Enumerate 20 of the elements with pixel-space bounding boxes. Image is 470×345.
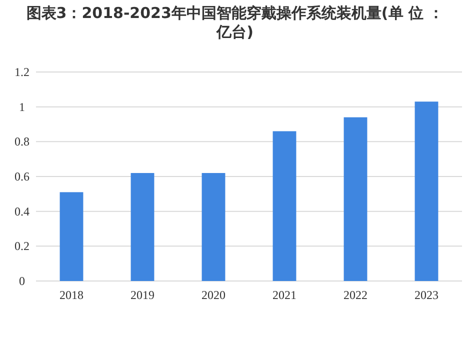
x-tick-label: 2022 [344,288,368,302]
x-tick-label: 2021 [272,288,296,302]
y-tick-label: 0.2 [14,239,30,254]
bar [344,117,368,281]
x-tick-label: 2020 [202,288,226,302]
y-tick-label: 0 [19,274,25,288]
bar [60,192,84,281]
x-tick-label: 2023 [414,288,438,302]
x-tick-label: 2019 [130,288,154,302]
y-tick-label: 0.4 [14,204,30,218]
chart-title: 图表3：2018-2023年中国智能穿戴操作系统装机量(单 位 ：亿台) [25,4,445,42]
bar [130,173,154,281]
y-tick-label: 0.8 [14,134,30,149]
y-tick-label: 1.2 [14,65,30,79]
y-tick-label: 0.6 [14,170,30,184]
bar [272,131,296,281]
bar [414,102,438,281]
bar [202,173,226,281]
x-tick-label: 2018 [60,288,84,302]
y-tick-label: 1 [19,100,25,114]
